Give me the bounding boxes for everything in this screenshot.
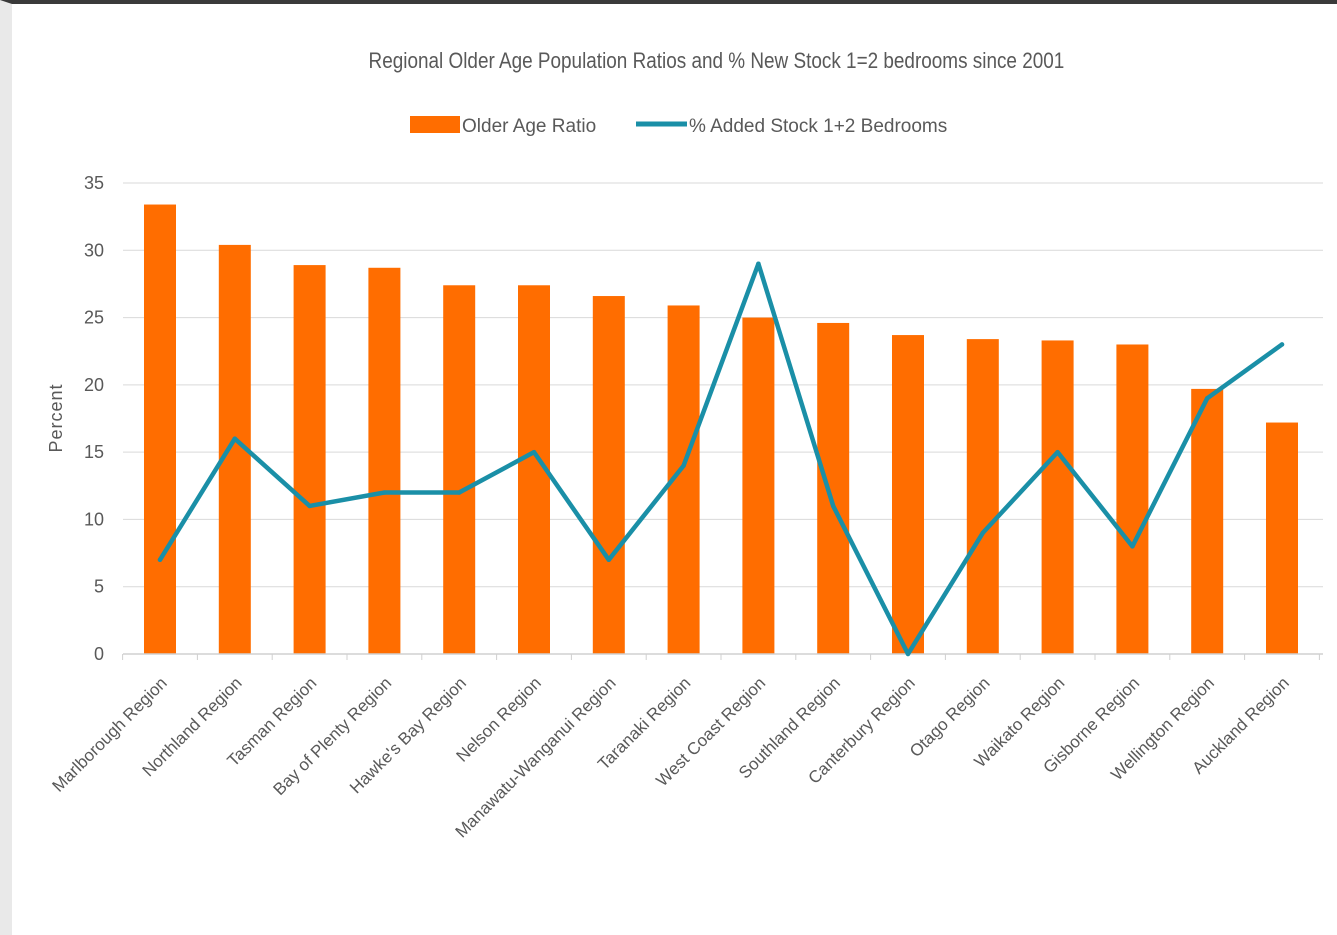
line-point <box>531 449 537 455</box>
legend: Older Age Ratio % Added Stock 1+2 Bedroom… <box>410 116 947 137</box>
legend-label-line: % Added Stock 1+2 Bedrooms <box>689 116 947 137</box>
line-series <box>157 261 1285 657</box>
y-tick-label: 25 <box>84 308 104 328</box>
bar <box>966 339 999 654</box>
bar <box>817 322 850 654</box>
line-point <box>681 463 686 468</box>
x-category-label: Manawatu-Wanganui Region <box>452 673 620 841</box>
legend-swatch-bar <box>410 116 460 133</box>
bar <box>368 267 401 654</box>
x-axis-ticks <box>122 654 1320 660</box>
line-point <box>606 557 611 562</box>
line-point <box>382 490 387 495</box>
y-axis-title: Percent <box>46 383 66 452</box>
line-point <box>1130 544 1135 549</box>
line-point <box>756 261 761 266</box>
line-point <box>157 557 163 562</box>
bar <box>293 265 326 654</box>
y-tick-label: 0 <box>94 644 104 664</box>
y-tick-label: 5 <box>94 577 104 597</box>
y-tick-label: 15 <box>84 442 104 462</box>
line-point <box>1279 342 1285 347</box>
line-point <box>980 530 985 536</box>
y-tick-label: 35 <box>84 173 104 193</box>
y-tick-label: 30 <box>84 240 104 260</box>
y-axis-ticks: 0 5 10 15 20 25 30 35 <box>84 173 104 664</box>
bar <box>144 204 176 654</box>
bar <box>592 296 625 654</box>
legend-label-bar: Older Age Ratio <box>462 116 596 137</box>
bar <box>1266 422 1298 654</box>
series-line <box>157 261 1285 657</box>
line-point <box>457 490 462 495</box>
y-tick-label: 10 <box>84 509 104 529</box>
bar <box>892 335 924 654</box>
line-point <box>307 503 312 509</box>
line-point <box>1205 396 1210 401</box>
bar <box>1116 344 1149 654</box>
bar <box>443 285 476 654</box>
line-point <box>1055 449 1060 455</box>
chart-title: Regional Older Age Population Ratios and… <box>368 48 1065 73</box>
line-point <box>831 503 836 509</box>
bar <box>742 317 775 654</box>
line-point <box>905 651 911 657</box>
bar <box>1191 388 1224 654</box>
bar <box>1041 340 1074 654</box>
line-point <box>232 436 237 441</box>
y-tick-label: 20 <box>84 375 104 395</box>
bar-series <box>144 204 1298 654</box>
